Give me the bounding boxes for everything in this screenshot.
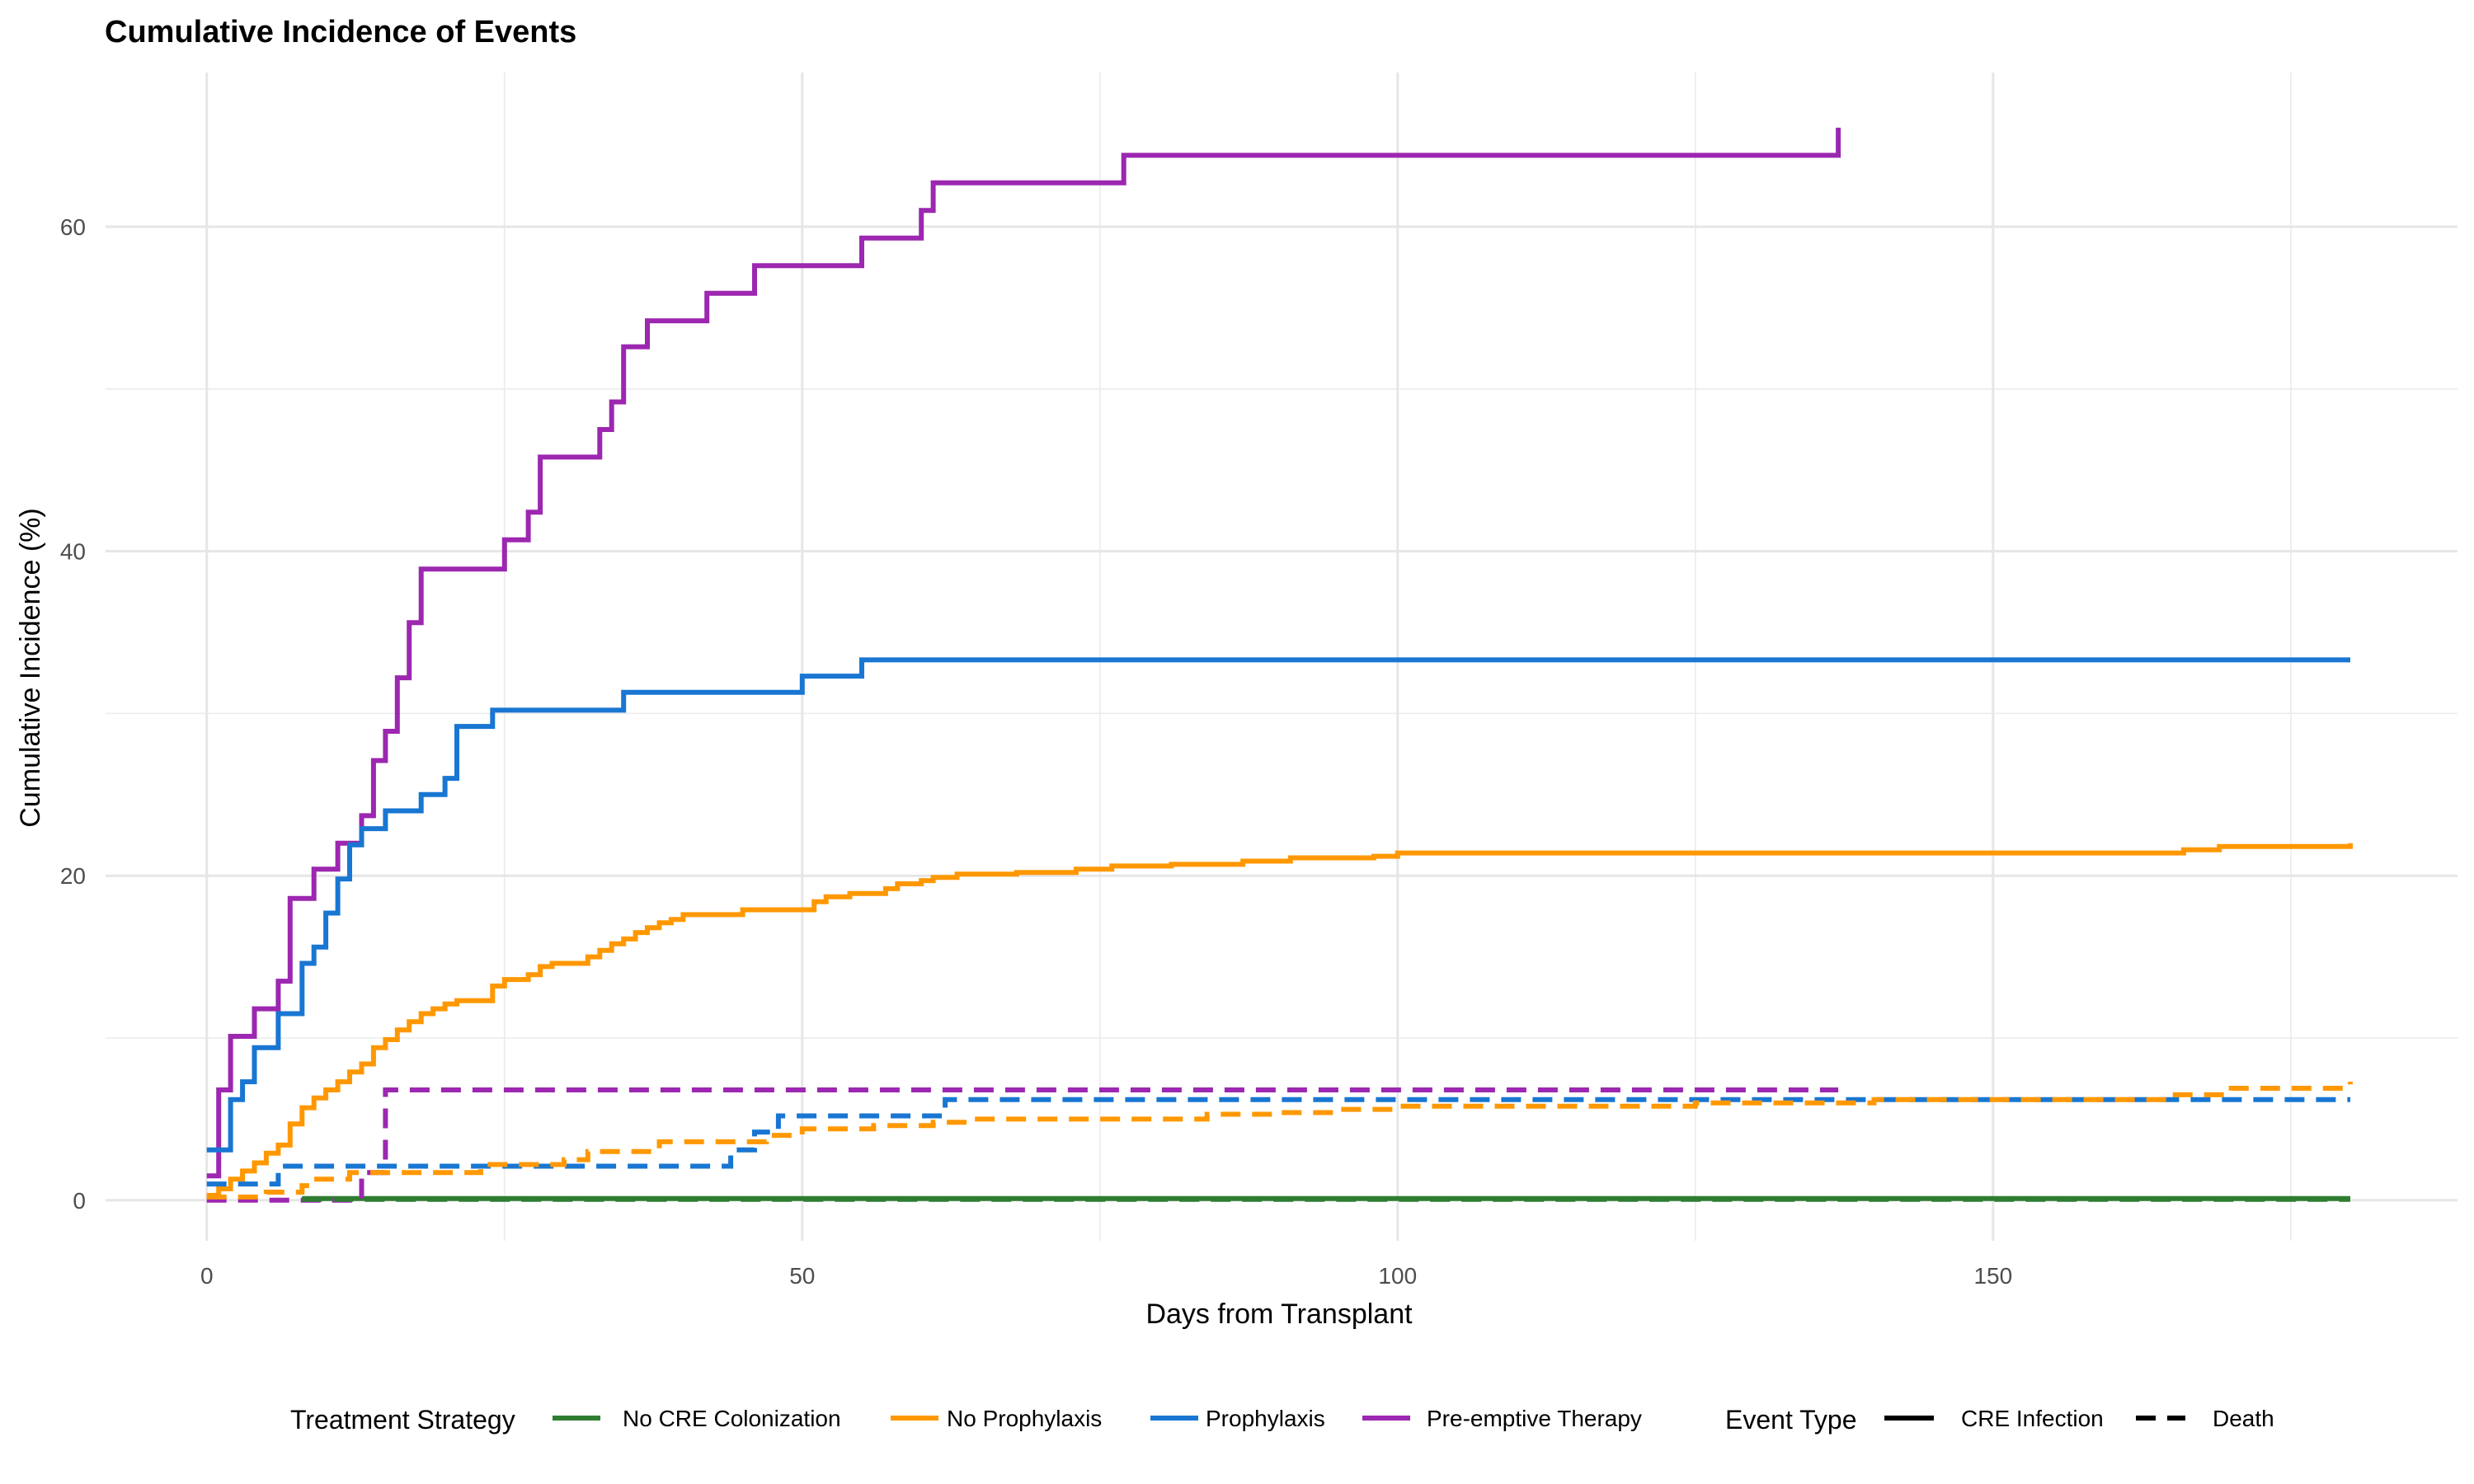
legend-label: No CRE Colonization xyxy=(623,1406,841,1431)
series-line-no-prophylaxis-cre-infection xyxy=(206,843,2353,1198)
x-tick-label: 0 xyxy=(200,1263,214,1289)
chart-title: Cumulative Incidence of Events xyxy=(105,15,576,49)
y-tick-label: 0 xyxy=(73,1188,86,1214)
legend-linetype-keys: CRE Infection Death xyxy=(1884,1406,2274,1431)
series-line-no-prophylaxis-death xyxy=(206,1082,2353,1200)
legend-color-keys: No CRE Colonization No Prophylaxis Prophyl… xyxy=(553,1406,1642,1431)
legend: Treatment Strategy No CRE Colonization No… xyxy=(290,1405,2274,1435)
series-layer xyxy=(206,127,2353,1203)
minor-gridlines xyxy=(106,73,2458,1241)
x-tick-label: 150 xyxy=(1973,1263,2012,1289)
y-tick-label: 40 xyxy=(60,539,86,565)
y-tick-label: 60 xyxy=(60,214,86,240)
legend-label: No Prophylaxis xyxy=(947,1406,1102,1431)
legend-label: Pre-emptive Therapy xyxy=(1427,1406,1642,1431)
legend-label: Prophylaxis xyxy=(1206,1406,1325,1431)
x-tick-labels: 0 50 100 150 xyxy=(200,1263,2012,1289)
series-line-prophylaxis-cre-infection xyxy=(206,657,2350,1153)
y-tick-label: 20 xyxy=(60,863,86,889)
y-axis-label: Cumulative Incidence (%) xyxy=(15,508,46,827)
series-line-pre-emptive-therapy-cre-infection xyxy=(206,127,1841,1179)
x-tick-label: 100 xyxy=(1378,1263,1417,1289)
y-tick-labels: 0 20 40 60 xyxy=(60,214,86,1214)
legend-label: Death xyxy=(2213,1406,2274,1431)
x-axis-label: Days from Transplant xyxy=(1145,1298,1413,1330)
legend-title-event: Event Type xyxy=(1725,1405,1857,1435)
x-tick-label: 50 xyxy=(789,1263,815,1289)
series-line-prophylaxis-death xyxy=(206,1097,2350,1187)
legend-title-treatment: Treatment Strategy xyxy=(290,1405,515,1435)
legend-label: CRE Infection xyxy=(1961,1406,2104,1431)
